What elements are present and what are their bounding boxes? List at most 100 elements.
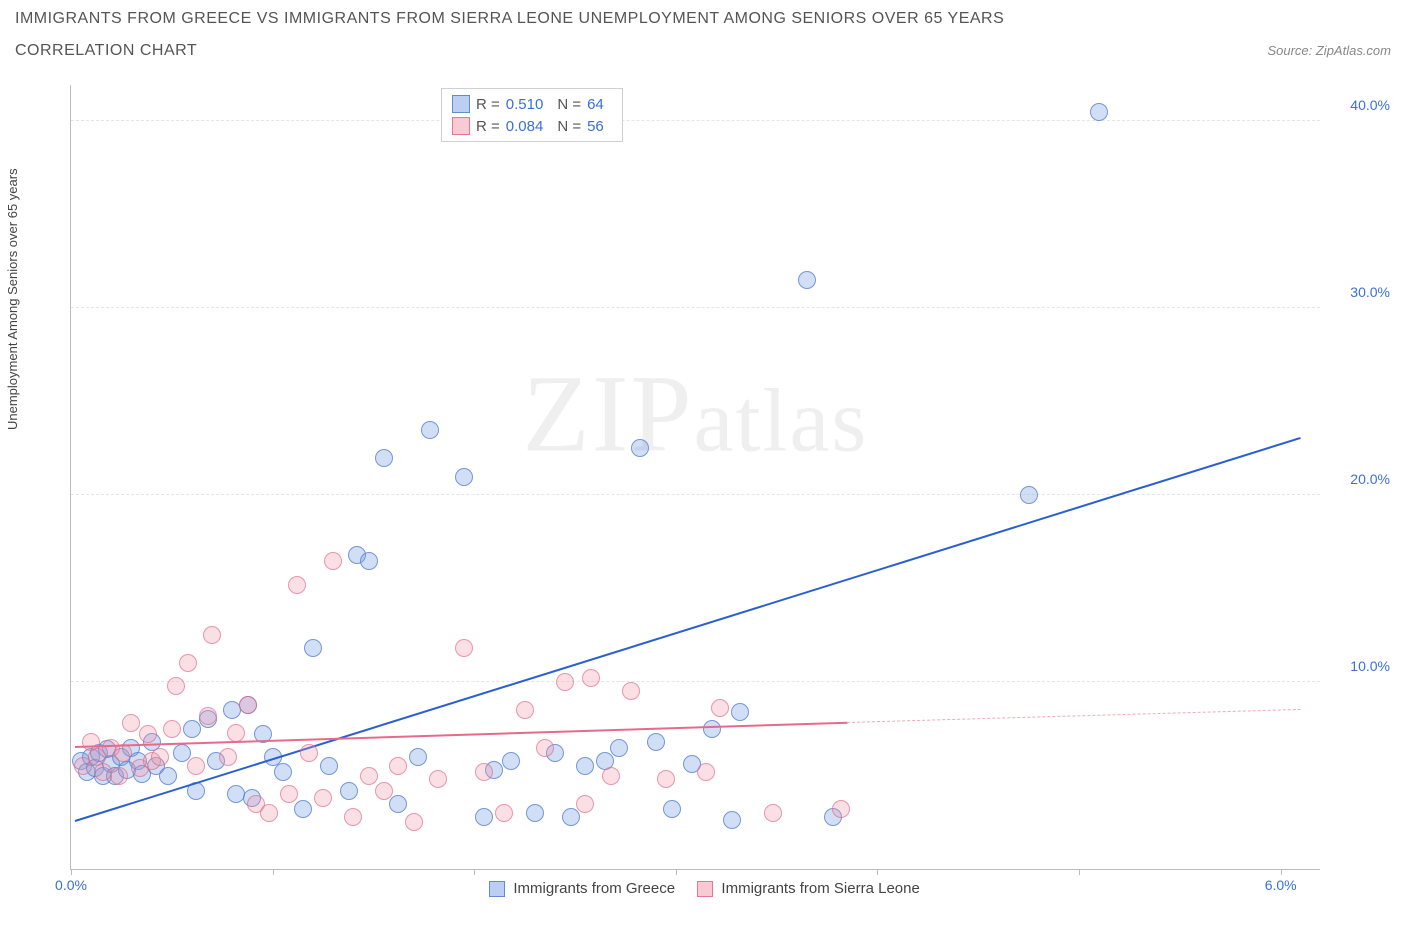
scatter-point — [536, 739, 554, 757]
scatter-point — [314, 789, 332, 807]
scatter-point — [723, 811, 741, 829]
scatter-point — [163, 720, 181, 738]
x-tick — [273, 869, 274, 875]
y-tick-label: 40.0% — [1350, 97, 1390, 113]
scatter-point — [375, 782, 393, 800]
scatter-point — [227, 724, 245, 742]
scatter-point — [114, 744, 132, 762]
n-value-sierra-leone: 56 — [587, 118, 604, 135]
x-tick — [1079, 869, 1080, 875]
scatter-point — [647, 733, 665, 751]
legend-swatch-pink — [452, 117, 470, 135]
scatter-point — [798, 271, 816, 289]
scatter-point — [320, 757, 338, 775]
scatter-point — [622, 682, 640, 700]
scatter-point — [502, 752, 520, 770]
scatter-point — [324, 552, 342, 570]
scatter-point — [203, 626, 221, 644]
r-value-greece: 0.510 — [506, 96, 544, 113]
regression-line-extended — [847, 709, 1301, 723]
gridline-h — [71, 120, 1320, 121]
legend-stats-row-greece: R = 0.510 N = 64 — [452, 93, 612, 115]
y-tick-label: 10.0% — [1350, 658, 1390, 674]
legend-stats-box: R = 0.510 N = 64 R = 0.084 N = 56 — [441, 88, 623, 142]
scatter-point — [110, 767, 128, 785]
scatter-point — [429, 770, 447, 788]
scatter-point — [389, 795, 407, 813]
scatter-point — [832, 800, 850, 818]
scatter-point — [409, 748, 427, 766]
scatter-point — [151, 748, 169, 766]
legend-stats-row-sierra-leone: R = 0.084 N = 56 — [452, 115, 612, 137]
legend-swatch-pink-icon — [697, 881, 713, 897]
scatter-point — [610, 739, 628, 757]
x-tick-label: 0.0% — [55, 877, 87, 893]
x-tick — [71, 869, 72, 875]
legend-swatch-blue-icon — [489, 881, 505, 897]
plot-area: ZIPatlas R = 0.510 N = 64 R = 0.084 N = … — [70, 85, 1320, 870]
scatter-point — [711, 699, 729, 717]
scatter-point — [274, 763, 292, 781]
scatter-point — [516, 701, 534, 719]
gridline-h — [71, 307, 1320, 308]
scatter-point — [576, 795, 594, 813]
y-tick-label: 20.0% — [1350, 471, 1390, 487]
scatter-point — [731, 703, 749, 721]
y-axis-label: Unemployment Among Seniors over 65 years — [5, 168, 20, 430]
scatter-point — [602, 767, 620, 785]
scatter-point — [697, 763, 715, 781]
scatter-point — [556, 673, 574, 691]
legend-label-sierra-leone: Immigrants from Sierra Leone — [721, 880, 919, 897]
scatter-point — [294, 800, 312, 818]
scatter-point — [304, 639, 322, 657]
scatter-point — [703, 720, 721, 738]
legend-swatch-blue — [452, 95, 470, 113]
scatter-point — [657, 770, 675, 788]
y-tick-label: 30.0% — [1350, 284, 1390, 300]
bottom-legend: Immigrants from Greece Immigrants from S… — [71, 880, 1320, 897]
gridline-h — [71, 494, 1320, 495]
scatter-point — [631, 439, 649, 457]
scatter-point — [288, 576, 306, 594]
scatter-point — [526, 804, 544, 822]
scatter-point — [576, 757, 594, 775]
x-tick — [1281, 869, 1282, 875]
scatter-point — [344, 808, 362, 826]
scatter-point — [187, 757, 205, 775]
chart-title-line2: Correlation Chart — [15, 42, 197, 60]
scatter-point — [94, 763, 112, 781]
scatter-point — [159, 767, 177, 785]
scatter-point — [227, 785, 245, 803]
scatter-point — [260, 804, 278, 822]
source-label: Source: ZipAtlas.com — [1267, 43, 1391, 58]
scatter-point — [360, 552, 378, 570]
scatter-point — [219, 748, 237, 766]
scatter-point — [360, 767, 378, 785]
scatter-point — [300, 744, 318, 762]
scatter-point — [475, 808, 493, 826]
scatter-point — [199, 707, 217, 725]
scatter-point — [582, 669, 600, 687]
gridline-h — [71, 681, 1320, 682]
scatter-point — [495, 804, 513, 822]
chart-header: Immigrants from Greece vs Immigrants fro… — [0, 0, 1406, 60]
scatter-point — [122, 714, 140, 732]
scatter-point — [1090, 103, 1108, 121]
x-tick — [877, 869, 878, 875]
r-value-sierra-leone: 0.084 — [506, 118, 544, 135]
scatter-point — [475, 763, 493, 781]
chart-container: Unemployment Among Seniors over 65 years… — [15, 80, 1391, 910]
scatter-point — [1020, 486, 1038, 504]
scatter-point — [455, 468, 473, 486]
x-tick-label: 6.0% — [1265, 877, 1297, 893]
legend-label-greece: Immigrants from Greece — [513, 880, 675, 897]
scatter-point — [179, 654, 197, 672]
scatter-point — [562, 808, 580, 826]
x-tick — [676, 869, 677, 875]
scatter-point — [455, 639, 473, 657]
watermark: ZIPatlas — [523, 351, 869, 478]
scatter-point — [340, 782, 358, 800]
scatter-point — [280, 785, 298, 803]
n-value-greece: 64 — [587, 96, 604, 113]
chart-title-line1: Immigrants from Greece vs Immigrants fro… — [15, 10, 1391, 28]
